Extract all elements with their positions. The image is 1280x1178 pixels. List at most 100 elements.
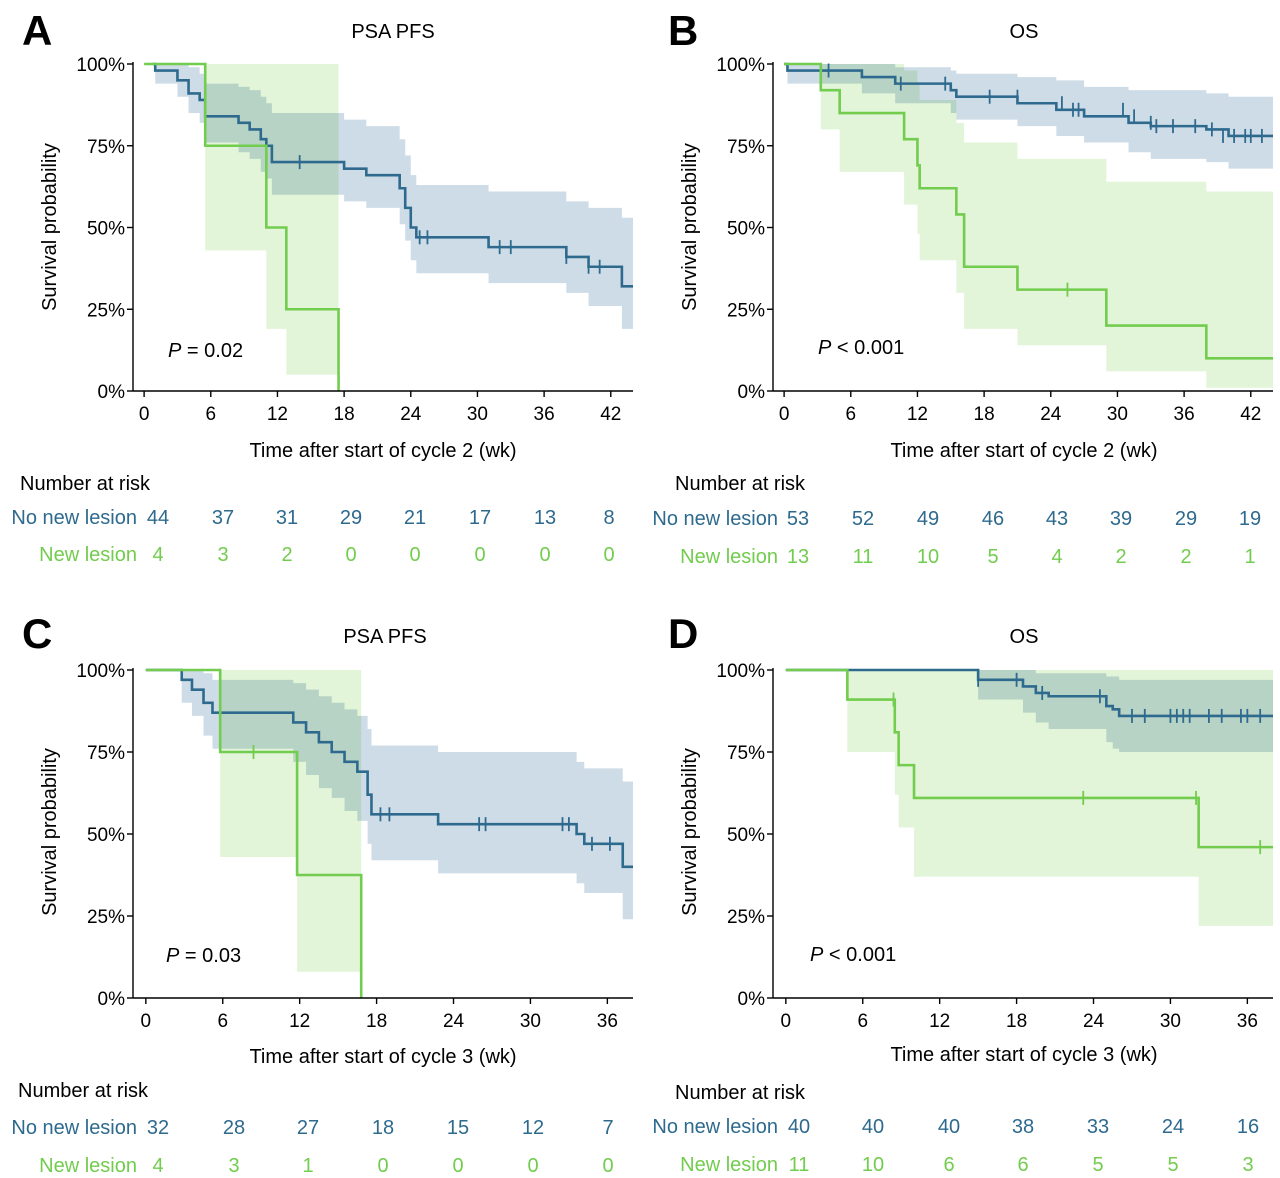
risk-table-title: Number at risk — [675, 473, 806, 495]
plot-area — [785, 668, 1273, 926]
x-tick-label: 24 — [1083, 1011, 1105, 1032]
risk-count: 11 — [789, 1154, 810, 1176]
risk-table-title: Number at risk — [675, 1082, 806, 1104]
p-value-symbol: P — [166, 945, 180, 967]
plot-area — [145, 668, 633, 998]
risk-count: 4 — [1051, 546, 1062, 568]
risk-count: 7 — [602, 1117, 613, 1139]
risk-count: 31 — [276, 507, 298, 529]
risk-row-label: New lesion — [680, 546, 778, 568]
risk-count: 2 — [1115, 546, 1126, 568]
risk-count: 1 — [302, 1155, 313, 1177]
y-tick-label: 100% — [716, 55, 765, 76]
risk-count: 2 — [1180, 546, 1191, 568]
chart-title: PSA PFS — [351, 21, 434, 43]
risk-count: 39 — [1110, 508, 1132, 530]
y-axis-label: Survival probability — [679, 748, 701, 916]
y-tick-label: 0% — [98, 989, 126, 1010]
risk-count: 8 — [603, 507, 614, 529]
km-curve-new-lesion — [144, 62, 340, 391]
risk-count: 12 — [522, 1117, 544, 1139]
risk-row-label: No new lesion — [652, 508, 778, 530]
risk-count: 15 — [447, 1117, 469, 1139]
risk-row-label: No new lesion — [11, 1117, 137, 1139]
risk-count: 43 — [1046, 508, 1068, 530]
risk-count: 1 — [1244, 546, 1255, 568]
risk-table-title: Number at risk — [20, 473, 151, 495]
risk-count: 0 — [345, 544, 356, 566]
risk-count: 40 — [938, 1116, 960, 1138]
x-tick-label: 24 — [1040, 404, 1062, 425]
x-tick-label: 0 — [781, 1011, 792, 1032]
risk-count: 0 — [602, 1155, 613, 1177]
risk-count: 0 — [603, 544, 614, 566]
x-tick-label: 0 — [141, 1011, 152, 1032]
chart-title: OS — [1010, 626, 1039, 648]
risk-table-title: Number at risk — [18, 1080, 149, 1102]
risk-count: 11 — [853, 546, 874, 568]
risk-count: 13 — [534, 507, 556, 529]
km-curve-no-new-lesion — [145, 668, 633, 869]
y-tick-label: 100% — [76, 661, 125, 682]
risk-count: 3 — [217, 544, 228, 566]
risk-count: 18 — [372, 1117, 394, 1139]
risk-count: 10 — [862, 1154, 884, 1176]
risk-count: 27 — [297, 1117, 319, 1139]
risk-count: 19 — [1239, 508, 1261, 530]
y-tick-label: 75% — [727, 137, 765, 158]
risk-count: 40 — [862, 1116, 884, 1138]
km-curve-new-lesion — [785, 668, 1273, 849]
p-value-text: = 0.02 — [181, 340, 243, 362]
risk-count: 32 — [147, 1117, 169, 1139]
risk-count: 44 — [147, 507, 169, 529]
x-tick-label: 30 — [467, 404, 488, 425]
x-tick-label: 30 — [520, 1011, 541, 1032]
risk-count: 0 — [409, 544, 420, 566]
risk-count: 46 — [982, 508, 1004, 530]
y-tick-label: 100% — [716, 661, 765, 682]
risk-count: 33 — [1087, 1116, 1109, 1138]
x-tick-label: 30 — [1107, 404, 1128, 425]
x-tick-label: 42 — [600, 404, 621, 425]
x-tick-label: 0 — [779, 404, 790, 425]
x-tick-label: 12 — [267, 404, 288, 425]
chart-title: PSA PFS — [343, 626, 426, 648]
x-tick-label: 6 — [217, 1011, 228, 1032]
risk-row-label: No new lesion — [652, 1116, 778, 1138]
x-axis-label: Time after start of cycle 2 (wk) — [249, 440, 516, 462]
p-value: P < 0.001 — [810, 944, 896, 966]
y-tick-label: 0% — [738, 989, 766, 1010]
risk-row-label: New lesion — [39, 544, 137, 566]
x-tick-label: 36 — [1237, 1011, 1258, 1032]
risk-count: 0 — [452, 1155, 463, 1177]
plot-area — [144, 62, 633, 391]
x-tick-label: 18 — [974, 404, 995, 425]
ci-band-new-lesion — [784, 64, 1273, 388]
p-value-symbol: P — [810, 944, 824, 966]
risk-row-label: New lesion — [39, 1155, 137, 1177]
x-tick-label: 6 — [857, 1011, 868, 1032]
risk-count: 37 — [212, 507, 234, 529]
x-tick-label: 36 — [597, 1011, 618, 1032]
p-value-symbol: P — [168, 340, 182, 362]
km-curve-new-lesion — [145, 668, 363, 998]
y-tick-label: 50% — [727, 825, 765, 846]
risk-count: 28 — [223, 1117, 245, 1139]
y-tick-label: 25% — [87, 907, 125, 928]
x-tick-label: 36 — [1174, 404, 1195, 425]
y-axis-label: Survival probability — [679, 143, 701, 311]
risk-count: 52 — [852, 508, 874, 530]
risk-count: 13 — [787, 546, 809, 568]
x-tick-label: 18 — [334, 404, 355, 425]
risk-count: 0 — [539, 544, 550, 566]
y-tick-label: 0% — [738, 382, 766, 403]
risk-count: 6 — [1017, 1154, 1028, 1176]
x-tick-label: 42 — [1240, 404, 1261, 425]
y-tick-label: 50% — [727, 219, 765, 240]
x-tick-label: 0 — [139, 404, 150, 425]
risk-count: 49 — [917, 508, 939, 530]
y-tick-label: 25% — [727, 907, 765, 928]
risk-row-label: New lesion — [680, 1154, 778, 1176]
